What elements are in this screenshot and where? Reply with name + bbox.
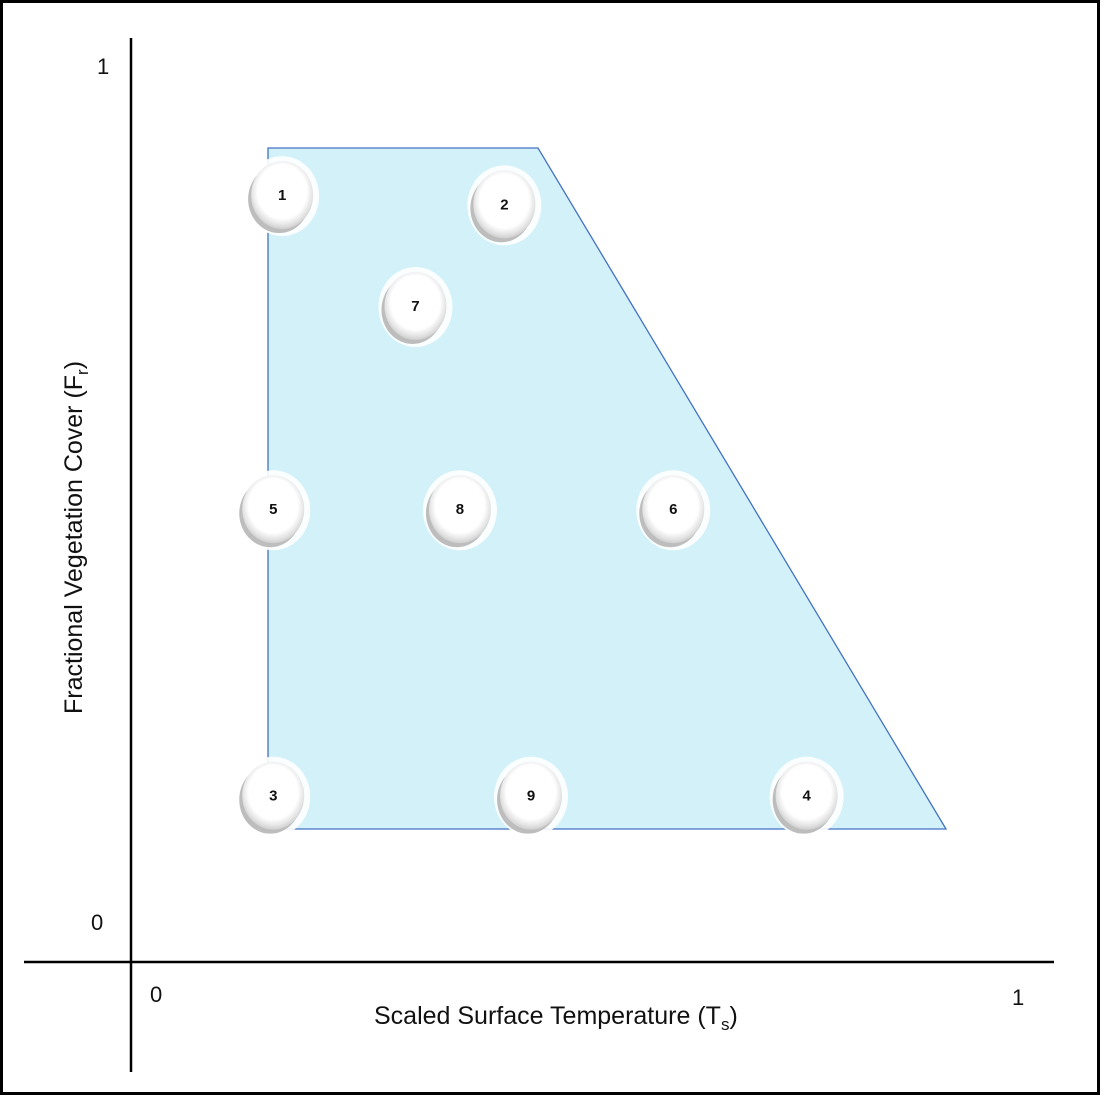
- point-label: 9: [527, 788, 535, 805]
- point-marker-8: 8: [422, 470, 497, 551]
- y-tick-max: 1: [97, 54, 109, 79]
- point-marker-7: 7: [378, 266, 453, 347]
- point-label: 1: [278, 187, 286, 204]
- y-axis-title-close: ): [60, 361, 88, 369]
- point-label: 5: [269, 501, 277, 518]
- x-axis-title-close: ): [729, 1002, 737, 1030]
- point-label: 4: [802, 788, 811, 805]
- point-disc: [251, 161, 314, 230]
- point-label: 7: [411, 298, 419, 315]
- point-markers: 1 2 7 5 8 6 3 9 4: [236, 156, 844, 837]
- point-disc: [384, 271, 447, 340]
- point-disc: [242, 761, 305, 830]
- point-marker-1: 1: [245, 156, 320, 237]
- x-axis-title-main: Scaled Surface Temperature (T: [374, 1002, 721, 1030]
- point-label: 8: [456, 501, 464, 518]
- point-marker-5: 5: [236, 470, 311, 551]
- point-marker-2: 2: [467, 165, 542, 246]
- point-label: 2: [500, 196, 508, 213]
- point-disc: [775, 761, 838, 830]
- point-label: 6: [669, 501, 677, 518]
- point-disc: [473, 170, 536, 239]
- point-disc: [428, 475, 491, 544]
- y-axis-title: Fractional Vegetation Cover (Fr): [60, 361, 92, 714]
- point-marker-9: 9: [494, 756, 569, 837]
- point-marker-6: 6: [636, 470, 711, 551]
- point-disc: [500, 761, 563, 830]
- point-marker-3: 3: [236, 756, 311, 837]
- x-tick-min: 0: [150, 982, 162, 1007]
- y-axis-title-main: Fractional Vegetation Cover (F: [60, 375, 88, 714]
- y-axis-title-sub: r: [73, 369, 92, 375]
- feasible-region: [267, 147, 948, 830]
- point-disc: [642, 475, 705, 544]
- x-axis-title: Scaled Surface Temperature (Ts): [374, 1002, 738, 1034]
- y-tick-min: 0: [91, 910, 103, 935]
- point-label: 3: [269, 788, 277, 805]
- point-disc: [242, 475, 305, 544]
- point-marker-4: 4: [769, 756, 844, 837]
- x-axis-title-sub: s: [721, 1015, 730, 1034]
- x-tick-max: 1: [1012, 985, 1024, 1010]
